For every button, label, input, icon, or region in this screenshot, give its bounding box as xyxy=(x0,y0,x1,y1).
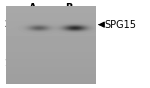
Text: A: A xyxy=(29,3,37,13)
Text: B: B xyxy=(65,3,73,13)
Text: 250-: 250- xyxy=(4,20,22,29)
Text: 130-: 130- xyxy=(4,59,22,68)
Text: SPG15: SPG15 xyxy=(104,20,136,30)
